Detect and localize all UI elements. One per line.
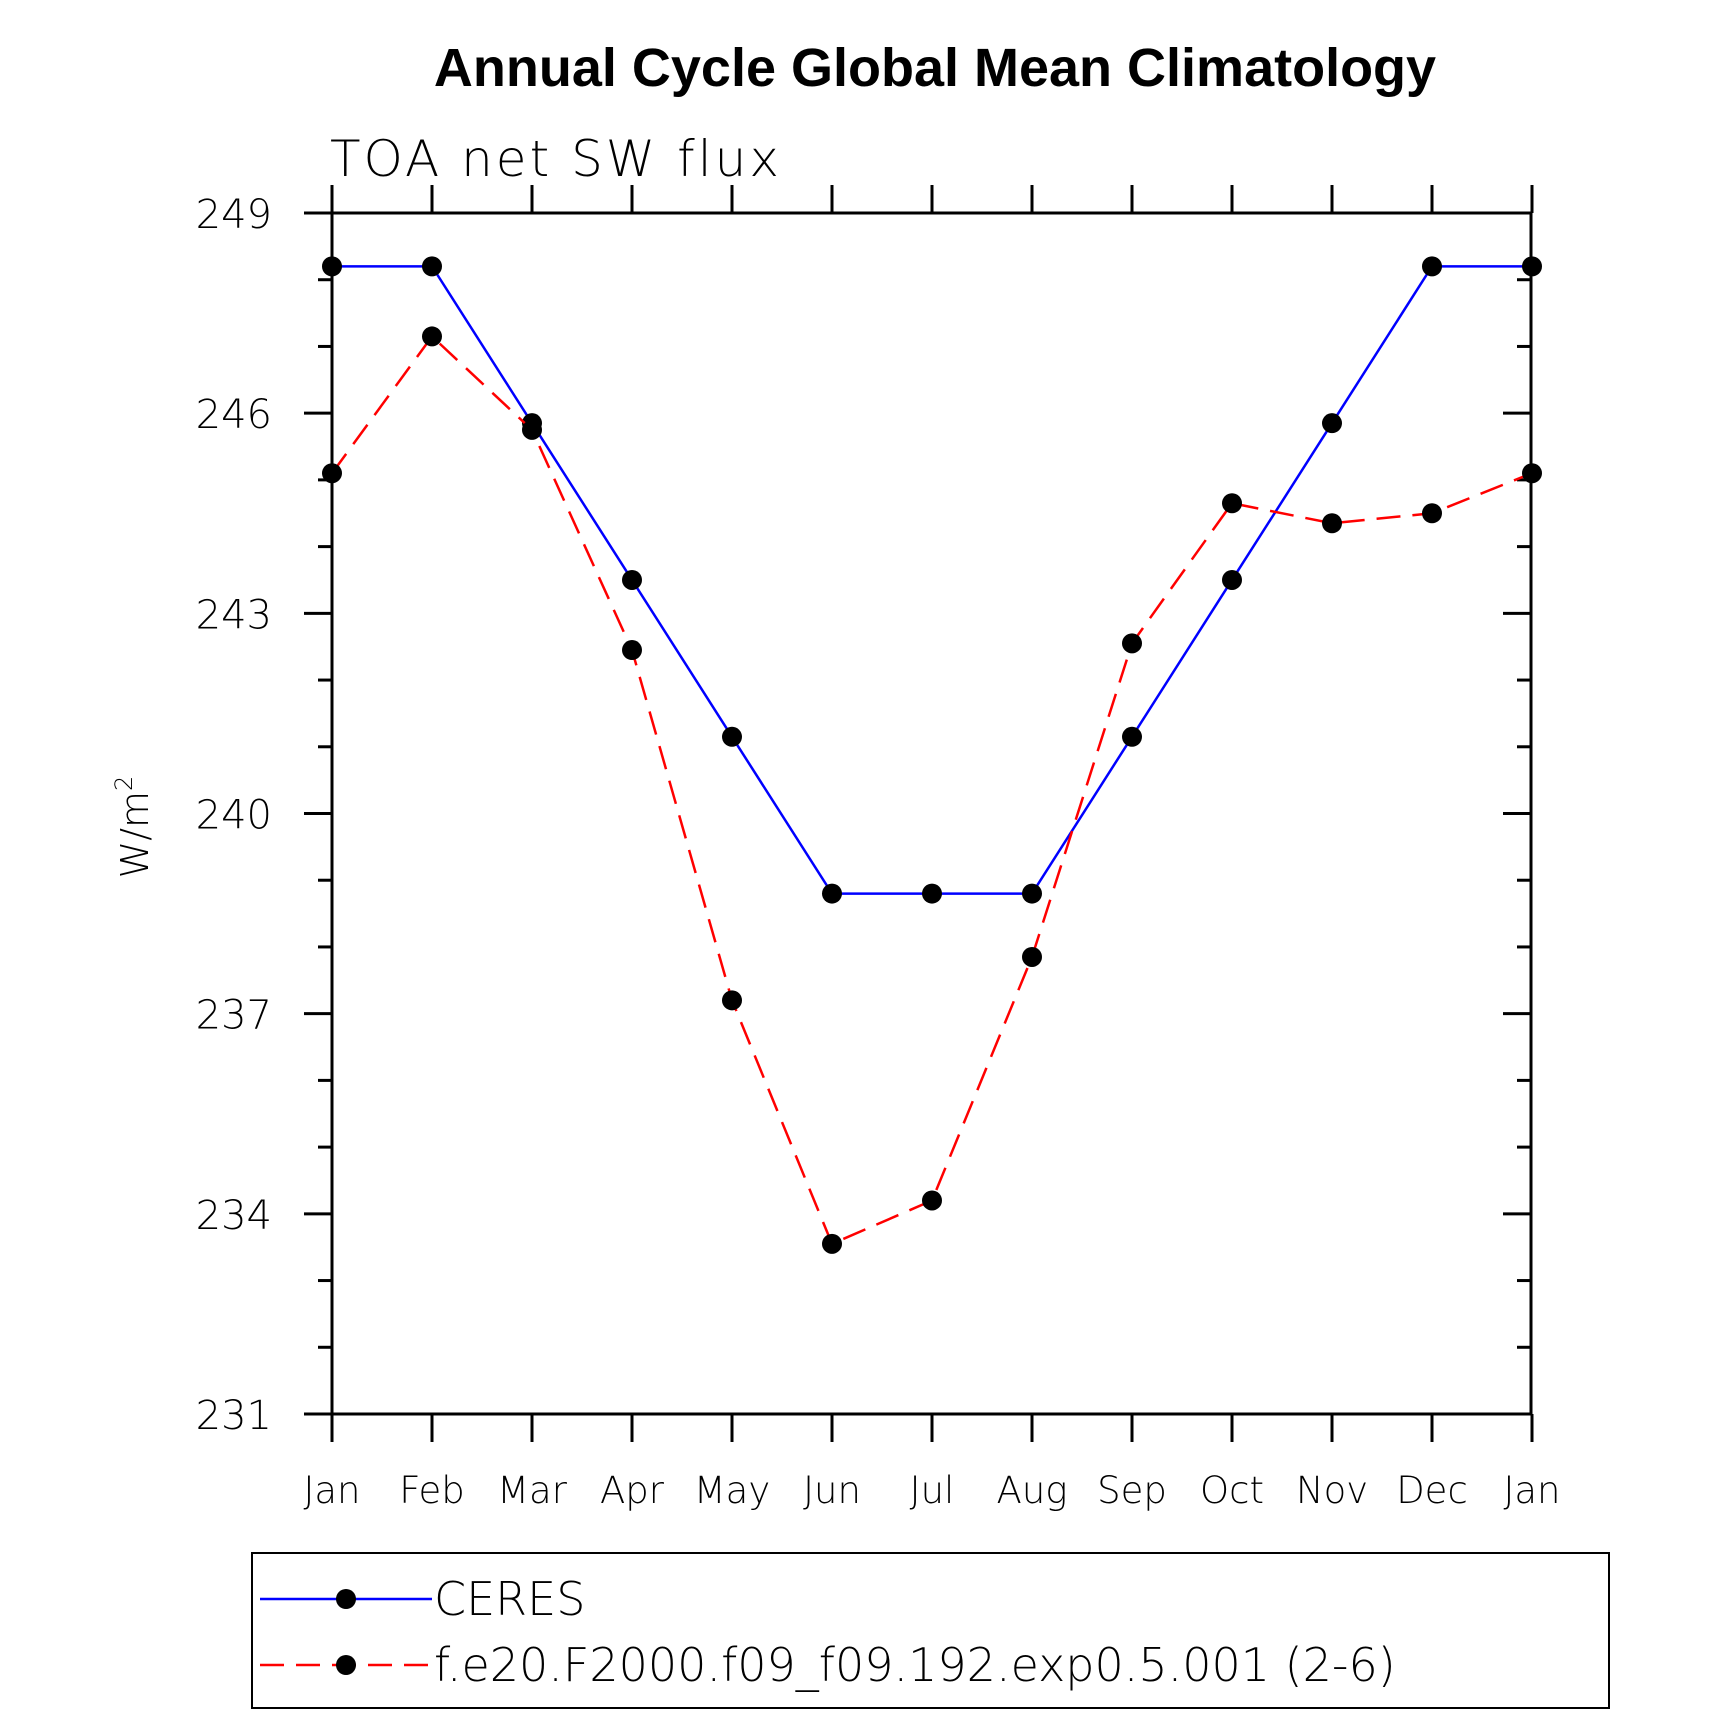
legend-entry: CERES [260, 1572, 585, 1626]
x-tick-label: Nov [1296, 1469, 1368, 1512]
series-1 [322, 326, 1542, 1254]
legend-label: f.e20.F2000.f09_f09.192.exp0.5.001 (2-6) [434, 1638, 1396, 1692]
legend-entry: f.e20.F2000.f09_f09.192.exp0.5.001 (2-6) [260, 1638, 1396, 1692]
legend-box [251, 1552, 1610, 1709]
series-point [322, 463, 342, 484]
series-point [922, 1190, 942, 1211]
series-point [422, 326, 442, 347]
x-tick-label: Aug [997, 1469, 1068, 1512]
series-point [822, 1233, 842, 1254]
y-tick-label: 249 [196, 192, 272, 238]
y-axis-label: W/m2 [110, 776, 157, 879]
series-point [722, 990, 742, 1011]
series-point [1022, 946, 1042, 967]
x-ticks: Jan Feb Mar Apr May Jun Jul Aug Sep Oct Nov Dec Jan [303, 185, 1561, 1512]
y-tick-label: 231 [196, 1393, 272, 1439]
series-point [1222, 493, 1242, 514]
y-tick-label: 246 [196, 392, 272, 438]
x-tick-label: Jan [303, 1469, 360, 1512]
series-point [1522, 256, 1542, 277]
x-tick-label: Oct [1200, 1469, 1264, 1512]
chart-title: Annual Cycle Global Mean Climatology [434, 38, 1436, 98]
series-point [422, 256, 442, 277]
y-tick-label: 243 [196, 592, 272, 638]
series-point [822, 883, 842, 904]
series-point [322, 256, 342, 277]
x-tick-label: Jul [910, 1469, 955, 1512]
x-tick-label: Dec [1396, 1469, 1468, 1512]
series-point [1022, 883, 1042, 904]
legend: CERES f.e20.F2000.f09_f09.192.exp0.5.001 … [251, 1552, 1610, 1709]
x-tick-label: Mar [497, 1469, 568, 1512]
legend-entries: CERES f.e20.F2000.f09_f09.192.exp0.5.001 … [260, 1572, 1396, 1692]
series-point [922, 883, 942, 904]
series-point [1422, 256, 1442, 277]
legend-marker [336, 1589, 356, 1609]
y-ticks: 231 234 237 240 243 246 249 [196, 192, 1531, 1439]
legend-marker [336, 1655, 356, 1675]
series-point [622, 640, 642, 661]
svg-text:W/m2: W/m2 [110, 776, 157, 879]
x-tick-label: Sep [1097, 1469, 1167, 1512]
x-tick-label: May [694, 1469, 771, 1512]
series-point [622, 569, 642, 590]
series-point [1522, 463, 1542, 484]
series-point [722, 726, 742, 747]
series-line [332, 265, 1532, 895]
series-point [1322, 513, 1342, 534]
series-point [522, 419, 542, 440]
series-layer [322, 256, 1542, 1254]
x-tick-label: Jan [1503, 1469, 1560, 1512]
y-axis-label-superscript: 2 [110, 776, 138, 791]
series-0 [322, 256, 1542, 904]
legend-label: CERES [434, 1572, 585, 1626]
y-axis-label-base: W/m [113, 791, 157, 878]
series-point [1422, 503, 1442, 524]
series-point [1222, 569, 1242, 590]
y-tick-label: 240 [196, 793, 272, 839]
series-point [1122, 633, 1142, 654]
y-tick-label: 234 [196, 1193, 272, 1239]
x-tick-label: Jun [803, 1469, 861, 1512]
x-tick-label: Apr [600, 1469, 665, 1512]
series-line [330, 334, 1533, 1246]
x-tick-label: Feb [399, 1469, 465, 1512]
series-point [1122, 726, 1142, 747]
series-point [1322, 413, 1342, 434]
y-tick-label: 237 [196, 993, 272, 1039]
chart-subtitle: TOA net SW flux [330, 130, 782, 188]
